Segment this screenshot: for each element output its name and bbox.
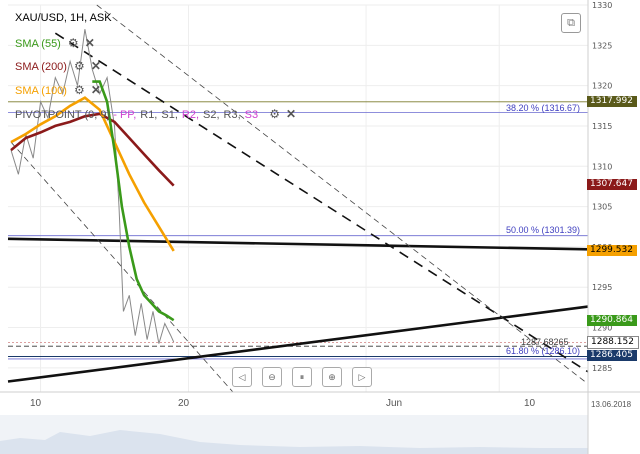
pivot-legend[interactable]: PIVOTPOINT (0, 9) - PP, R1, S1, R2, S2, R3, S3… — [15, 108, 296, 122]
sma-55-legend[interactable]: SMA (55) ⚙ ✕ — [15, 37, 95, 51]
trend-line — [7, 305, 589, 383]
zoom-in-icon[interactable]: ⊕ — [322, 367, 342, 387]
x-tick-20: 20 — [178, 398, 190, 409]
sma-200-label: SMA (200) — [15, 61, 67, 73]
hidden-level-label: 1287.68265 — [521, 337, 569, 347]
trend-lines — [7, 4, 589, 393]
series-line — [92, 80, 175, 322]
series-line — [10, 112, 175, 187]
trend-line — [10, 141, 234, 393]
symbol-title: XAU/USD, 1H, ASK — [15, 12, 112, 24]
gear-icon[interactable]: ⚙ — [67, 36, 79, 50]
prev-icon[interactable]: ◁ — [232, 367, 252, 387]
x-tick-10b: 10 — [524, 398, 536, 409]
series-line — [10, 96, 175, 252]
close-icon[interactable]: ✕ — [90, 59, 101, 73]
y-tick-label: 1295 — [592, 283, 612, 292]
fib-38-label: 38.20 % (1316.67) — [506, 103, 581, 113]
horizontal-lines — [8, 101, 588, 360]
price-flag: 1290.864 — [587, 314, 637, 326]
x-tick-jun: Jun — [386, 398, 403, 409]
zoom-out-icon[interactable]: ⊖ — [262, 367, 282, 387]
date-label: 13.06.2018 — [591, 400, 632, 409]
y-tick-label: 1320 — [592, 82, 612, 91]
close-icon[interactable]: ✕ — [84, 36, 95, 50]
pivot-label: PIVOTPOINT (0, 9) — [15, 109, 111, 121]
pivot-s1: S1, — [161, 109, 178, 121]
fib-618-label: 61.80 % (1286.10) — [506, 346, 581, 356]
trend-line — [7, 237, 589, 251]
price-flag: 1317.992 — [587, 95, 637, 107]
trend-line — [54, 32, 589, 373]
y-tick-label: 1305 — [592, 203, 612, 212]
fib-50-label: 50.00 % (1301.39) — [506, 225, 581, 235]
y-tick-label: 1290 — [592, 324, 612, 333]
trend-line — [96, 4, 589, 385]
sma-100-legend[interactable]: SMA (100) ⚙ ✕ — [15, 84, 101, 98]
pivot-r1: R1, — [140, 109, 158, 121]
y-tick-label: 1315 — [592, 122, 612, 131]
sma-55-label: SMA (55) — [15, 38, 61, 50]
close-icon[interactable]: ✕ — [286, 107, 297, 121]
gear-icon[interactable]: ⚙ — [269, 107, 280, 121]
series-line — [10, 29, 175, 344]
pivot-s3: S3 — [244, 109, 259, 121]
chart-grid — [8, 4, 588, 392]
pivot-s2: S2, — [203, 109, 220, 121]
price-flag: 1307.647 — [587, 179, 637, 191]
pause-icon[interactable]: ⏸ — [292, 367, 312, 387]
y-tick-label: 1310 — [592, 162, 612, 171]
close-icon[interactable]: ✕ — [90, 83, 101, 97]
pivot-r2: R2, — [181, 109, 200, 121]
next-icon[interactable]: ▷ — [352, 367, 372, 387]
series-lines — [10, 29, 175, 344]
pivot-pp: - PP, — [113, 109, 137, 121]
y-tick-label: 1330 — [592, 1, 612, 10]
pivot-r3: R3, — [223, 109, 241, 121]
y-tick-label: 1285 — [592, 364, 612, 373]
gear-icon[interactable]: ⚙ — [74, 83, 85, 97]
price-flag: 1288.152 — [587, 336, 639, 350]
sma-200-legend[interactable]: SMA (200) ⚙ ✕ — [15, 60, 101, 74]
gear-icon[interactable]: ⚙ — [74, 59, 85, 73]
y-tick-label: 1325 — [592, 41, 612, 50]
minimap-area — [0, 430, 588, 454]
price-flag: 1299.532 — [587, 244, 637, 256]
sma-100-label: SMA (100) — [15, 85, 67, 97]
x-tick-10: 10 — [30, 398, 42, 409]
screenshot-icon[interactable]: ⧉ — [561, 13, 581, 33]
price-flag: 1286.405 — [587, 350, 637, 362]
